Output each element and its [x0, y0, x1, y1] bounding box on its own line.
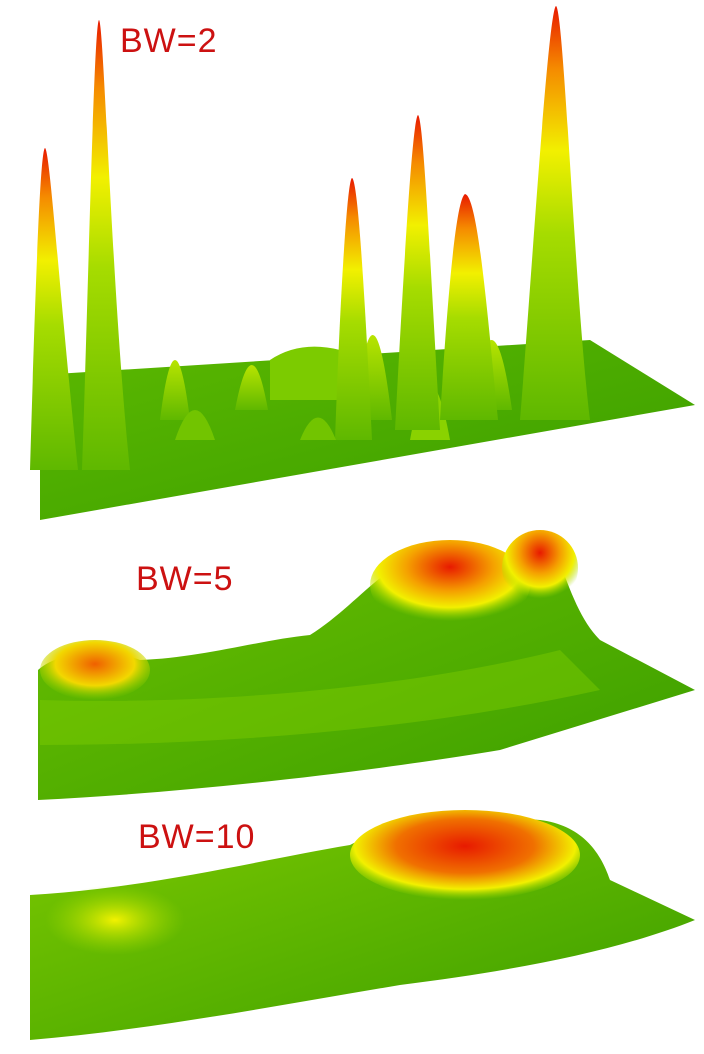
surface-ridge: [40, 650, 600, 745]
surface-peak: [82, 20, 130, 470]
surface-panel-bw5: BW=5: [0, 530, 704, 810]
surface-peak: [40, 640, 150, 700]
surface-plot-bw2: [30, 6, 695, 520]
surface-peak: [502, 530, 578, 606]
surface-bump: [175, 410, 215, 440]
surface-peak: [350, 810, 580, 900]
surface-peak: [440, 194, 498, 420]
bandwidth-label: BW=5: [136, 560, 234, 598]
surface-peak: [395, 115, 440, 430]
surface-bump: [270, 346, 340, 400]
surface-peak: [370, 540, 530, 630]
surface-peak: [30, 148, 78, 470]
surface-plot-bw5: [38, 530, 695, 800]
base-surface: [38, 540, 695, 800]
surface-bump: [235, 365, 268, 410]
surface-peak: [335, 178, 372, 440]
surface-bump: [45, 885, 185, 955]
surface-plot-bw10: [30, 810, 695, 1040]
surface-bump: [160, 360, 190, 420]
surface-peak: [520, 6, 590, 420]
surface-bump: [300, 417, 336, 440]
bandwidth-label: BW=2: [120, 22, 218, 60]
bandwidth-label: BW=10: [138, 818, 256, 856]
surface-panel-bw10: BW=10: [0, 810, 704, 1054]
surface-panel-bw2: BW=2: [30, 6, 695, 520]
